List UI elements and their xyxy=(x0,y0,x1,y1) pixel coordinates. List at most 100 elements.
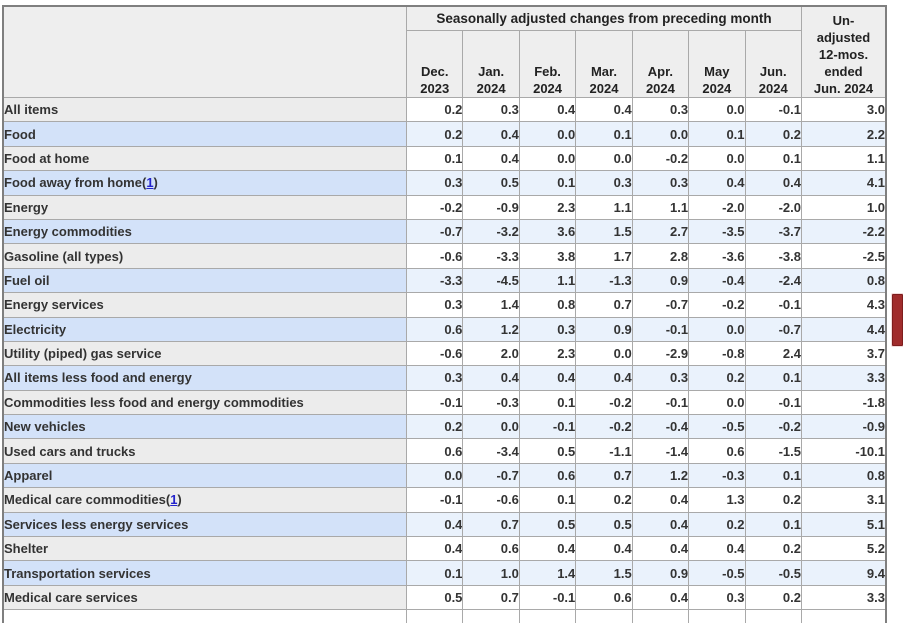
row-label-text: Commodities less food and energy commodi… xyxy=(4,394,304,410)
value-cell: -3.3 xyxy=(462,243,520,269)
value-cell: 5.2 xyxy=(801,536,887,562)
row-label: Energy services xyxy=(2,292,407,318)
value-cell: 3.8 xyxy=(518,243,577,269)
value-cell: -0.1 xyxy=(518,414,577,440)
value-cell: 0.4 xyxy=(631,536,690,562)
value-cell: 0.4 xyxy=(631,511,690,538)
row-label: Utility (piped) gas service xyxy=(2,340,407,367)
table-row: All items 0.2 0.3 0.4 0.4 0.3 0.0 -0.1 3.0 xyxy=(2,96,887,123)
value-cell: 0.6 xyxy=(575,584,633,611)
value-cell: 0.0 xyxy=(518,121,577,147)
value-cell: 0.3 xyxy=(631,96,690,123)
value-cell: -0.3 xyxy=(462,389,520,416)
value-cell: 0.4 xyxy=(518,536,577,562)
empty-cell xyxy=(2,609,407,623)
value-cell: 0.4 xyxy=(688,536,746,562)
value-cell: 0.1 xyxy=(744,462,803,489)
empty-cell xyxy=(405,609,464,623)
value-cell: -2.5 xyxy=(801,243,887,269)
row-label-text: Energy xyxy=(4,199,49,215)
month-header-3: Mar. 2024 xyxy=(575,30,633,98)
value-cell: -2.4 xyxy=(744,267,803,294)
value-cell: 1.1 xyxy=(518,267,577,294)
value-cell: 1.1 xyxy=(575,194,633,220)
value-cell: 0.6 xyxy=(405,438,464,464)
month-header-2: Feb. 2024 xyxy=(518,30,577,98)
value-cell: 0.2 xyxy=(405,414,464,440)
value-cell: 3.0 xyxy=(801,96,887,123)
value-cell: 0.4 xyxy=(462,365,520,391)
footnote-link[interactable]: 1 xyxy=(146,175,154,191)
value-cell: 0.5 xyxy=(518,438,577,464)
value-cell: 1.4 xyxy=(462,292,520,318)
row-label-text: New vehicles xyxy=(4,419,86,435)
value-cell: 5.1 xyxy=(801,511,887,538)
value-cell: -0.6 xyxy=(405,243,464,269)
row-label-text: Food xyxy=(4,126,36,142)
row-label: Energy commodities xyxy=(2,218,407,245)
value-cell: 0.5 xyxy=(518,511,577,538)
value-cell: -2.9 xyxy=(631,340,690,367)
value-cell: 0.4 xyxy=(631,584,690,611)
value-cell: 0.0 xyxy=(575,340,633,367)
value-cell: 0.3 xyxy=(575,170,633,196)
cpi-table-page: Seasonally adjusted changes from precedi… xyxy=(0,5,903,623)
value-cell: -0.2 xyxy=(575,389,633,416)
value-cell: 0.6 xyxy=(462,536,520,562)
value-cell: -0.1 xyxy=(405,487,464,513)
value-cell: -0.1 xyxy=(631,389,690,416)
table-header: Seasonally adjusted changes from precedi… xyxy=(2,5,887,98)
value-cell: 0.0 xyxy=(518,145,577,172)
value-cell: 0.2 xyxy=(744,487,803,513)
row-label-text: Medical care commodities xyxy=(4,492,166,508)
row-label: Food xyxy=(2,121,407,147)
value-cell: -0.2 xyxy=(575,414,633,440)
month-header-5: May 2024 xyxy=(688,30,746,98)
value-cell: 0.2 xyxy=(575,487,633,513)
value-cell: -0.7 xyxy=(462,462,520,489)
value-cell: 0.4 xyxy=(405,536,464,562)
value-cell: -0.4 xyxy=(688,267,746,294)
value-cell: -2.0 xyxy=(688,194,746,220)
value-cell: -1.5 xyxy=(744,438,803,464)
value-cell: 0.2 xyxy=(688,511,746,538)
value-cell: 0.5 xyxy=(462,170,520,196)
value-cell: 0.6 xyxy=(688,438,746,464)
value-cell: 1.1 xyxy=(801,145,887,172)
row-label: Electricity xyxy=(2,316,407,342)
value-cell: 0.1 xyxy=(744,145,803,172)
table-body: All items 0.2 0.3 0.4 0.4 0.3 0.0 -0.1 3.0 Food 0.… xyxy=(2,96,887,623)
table-row: Used cars and trucks 0.6 -3.4 0.5 -1.1 -1.4 0.… xyxy=(2,438,887,464)
value-cell: 0.0 xyxy=(688,145,746,172)
row-label-text: Transportation services xyxy=(4,565,151,581)
value-cell: -0.1 xyxy=(518,584,577,611)
row-label: Commodities less food and energy commodi… xyxy=(2,389,407,416)
row-label: Services less energy services xyxy=(2,511,407,538)
value-cell: 2.2 xyxy=(801,121,887,147)
value-cell: -3.2 xyxy=(462,218,520,245)
table-row: Shelter 0.4 0.6 0.4 0.4 0.4 0.4 0.2 5.2 xyxy=(2,536,887,562)
value-cell: 0.9 xyxy=(631,560,690,586)
value-cell: 0.3 xyxy=(631,365,690,391)
row-label: All items less food and energy xyxy=(2,365,407,391)
value-cell: -0.5 xyxy=(744,560,803,586)
value-cell: 0.7 xyxy=(575,462,633,489)
value-cell: 0.5 xyxy=(405,584,464,611)
value-cell: 0.5 xyxy=(575,511,633,538)
row-label-text: Apparel xyxy=(4,468,53,484)
row-label-text: Food away from home xyxy=(4,175,142,191)
value-cell: -0.2 xyxy=(405,194,464,220)
header-row-months: Dec. 2023 Jan. 2024 Feb. 2024 Mar. 2024 Apr.… xyxy=(3,30,886,98)
value-cell: 0.0 xyxy=(462,414,520,440)
row-label: Food away from home(1) xyxy=(2,170,407,196)
scrollbar-thumb[interactable] xyxy=(892,294,903,346)
value-cell: -0.8 xyxy=(688,340,746,367)
value-cell: -1.4 xyxy=(631,438,690,464)
value-cell: 0.0 xyxy=(688,96,746,123)
cpi-data-table: Seasonally adjusted changes from precedi… xyxy=(2,5,887,623)
value-cell: 0.0 xyxy=(688,389,746,416)
value-cell: -0.1 xyxy=(405,389,464,416)
value-cell: 4.4 xyxy=(801,316,887,342)
value-cell: 0.1 xyxy=(688,121,746,147)
footnote-link[interactable]: 1 xyxy=(170,492,178,508)
